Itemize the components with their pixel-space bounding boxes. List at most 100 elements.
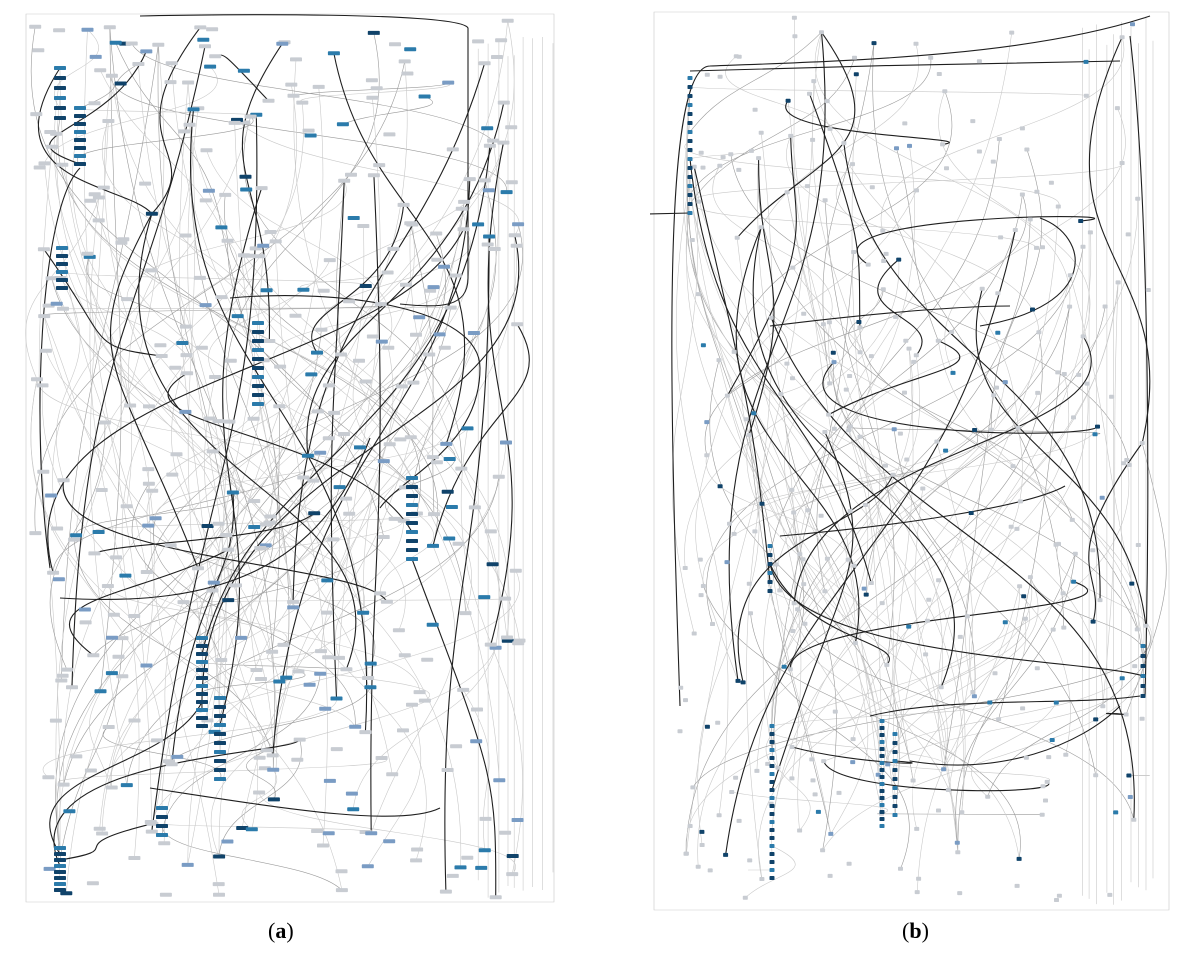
graph-node xyxy=(199,198,212,203)
graph-node xyxy=(1039,812,1045,817)
graph-node xyxy=(406,476,418,480)
graph-edge xyxy=(832,362,1138,630)
graph-node xyxy=(1034,666,1040,671)
graph-edge xyxy=(786,192,894,778)
graph-node xyxy=(890,472,896,477)
graph-node xyxy=(850,760,856,765)
graph-node xyxy=(769,796,775,800)
graph-node xyxy=(478,848,491,853)
graph-node xyxy=(892,750,898,754)
graph-node xyxy=(445,505,458,509)
graph-edge xyxy=(101,120,261,351)
graph-node xyxy=(857,434,863,439)
graph-node xyxy=(769,844,775,848)
graph-node xyxy=(120,783,133,788)
graph-node xyxy=(696,199,702,204)
graph-edge xyxy=(686,95,781,591)
graph-node xyxy=(964,614,970,619)
graph-edge xyxy=(813,81,1019,428)
graph-node xyxy=(1056,893,1062,898)
graph-node xyxy=(790,376,795,381)
graph-node xyxy=(96,831,109,836)
graph-node xyxy=(892,795,898,799)
graph-node xyxy=(166,472,179,477)
graph-node xyxy=(338,178,351,183)
graph-node xyxy=(377,459,390,464)
graph-edge xyxy=(320,332,475,652)
graph-node xyxy=(305,372,318,377)
graph-node xyxy=(443,457,456,461)
graph-node xyxy=(314,450,327,455)
graph-node xyxy=(266,649,279,654)
graph-edge xyxy=(190,109,290,678)
graph-node xyxy=(812,792,818,797)
graph-node xyxy=(687,85,693,89)
graph-node xyxy=(996,717,1002,722)
graph-edge xyxy=(153,518,356,727)
graph-node xyxy=(687,166,693,170)
highlighted-edge xyxy=(37,67,153,215)
graph-node xyxy=(1014,526,1020,531)
graph-node xyxy=(212,521,225,526)
graph-edge xyxy=(168,687,371,762)
graph-node xyxy=(857,325,863,330)
graph-edge xyxy=(760,43,919,228)
graph-edge xyxy=(379,513,434,594)
graph-edge xyxy=(790,512,805,670)
graph-node xyxy=(488,247,501,251)
graph-edge xyxy=(53,77,133,507)
graph-node xyxy=(117,237,130,242)
graph-edge xyxy=(697,504,868,867)
graph-node xyxy=(729,790,735,794)
graph-node xyxy=(851,250,857,254)
graph-edge xyxy=(695,395,739,682)
graph-node xyxy=(787,667,793,672)
graph-node xyxy=(789,776,795,781)
graph-edge xyxy=(814,32,1070,307)
graph-edge xyxy=(762,145,915,751)
graph-node xyxy=(1002,380,1008,385)
graph-node xyxy=(1009,30,1015,35)
graph-edge xyxy=(731,791,889,814)
graph-node xyxy=(248,499,261,503)
graph-node xyxy=(51,526,64,531)
graph-node xyxy=(308,511,321,516)
graph-node xyxy=(500,440,512,445)
highlighted-edge xyxy=(432,323,530,547)
graph-edge xyxy=(765,622,1006,767)
graph-node xyxy=(728,152,734,157)
graph-node xyxy=(769,732,775,736)
graph-node xyxy=(224,358,237,363)
graph-node xyxy=(343,511,356,516)
caption-b-letter: b xyxy=(909,918,922,943)
highlighted-edge xyxy=(49,701,203,855)
graph-node xyxy=(1125,232,1131,237)
graph-node xyxy=(500,190,513,195)
outer-loop-edge xyxy=(39,167,81,569)
graph-node xyxy=(508,233,521,238)
graph-node xyxy=(879,740,885,744)
graph-node xyxy=(145,268,158,273)
graph-node xyxy=(717,163,723,168)
graph-edge xyxy=(771,251,854,759)
graph-node xyxy=(228,120,241,125)
graph-edge xyxy=(77,107,257,116)
graph-node xyxy=(788,133,794,138)
highlighted-edge xyxy=(138,213,357,670)
directed-graph-b xyxy=(650,11,1170,911)
graph-node xyxy=(841,141,847,146)
graph-node xyxy=(687,211,693,215)
graph-node xyxy=(413,690,426,695)
graph-edge xyxy=(892,626,958,843)
graph-node xyxy=(274,364,287,369)
graph-node xyxy=(74,162,86,166)
graph-edge xyxy=(881,762,1051,783)
graph-edge xyxy=(1125,442,1167,715)
graph-node xyxy=(827,873,833,878)
graph-edge xyxy=(998,306,1070,720)
graph-node xyxy=(438,264,450,269)
graph-edge xyxy=(686,176,976,697)
graph-node xyxy=(767,571,773,575)
graph-edge xyxy=(131,43,494,141)
highlighted-edge xyxy=(151,114,258,832)
